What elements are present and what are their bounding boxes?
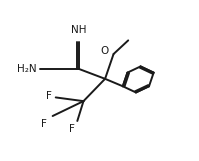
Text: F: F	[46, 90, 52, 101]
Text: F: F	[69, 124, 75, 134]
Text: NH: NH	[71, 25, 87, 35]
Text: F: F	[41, 119, 47, 129]
Text: O: O	[101, 46, 109, 56]
Text: H₂N: H₂N	[17, 64, 36, 74]
